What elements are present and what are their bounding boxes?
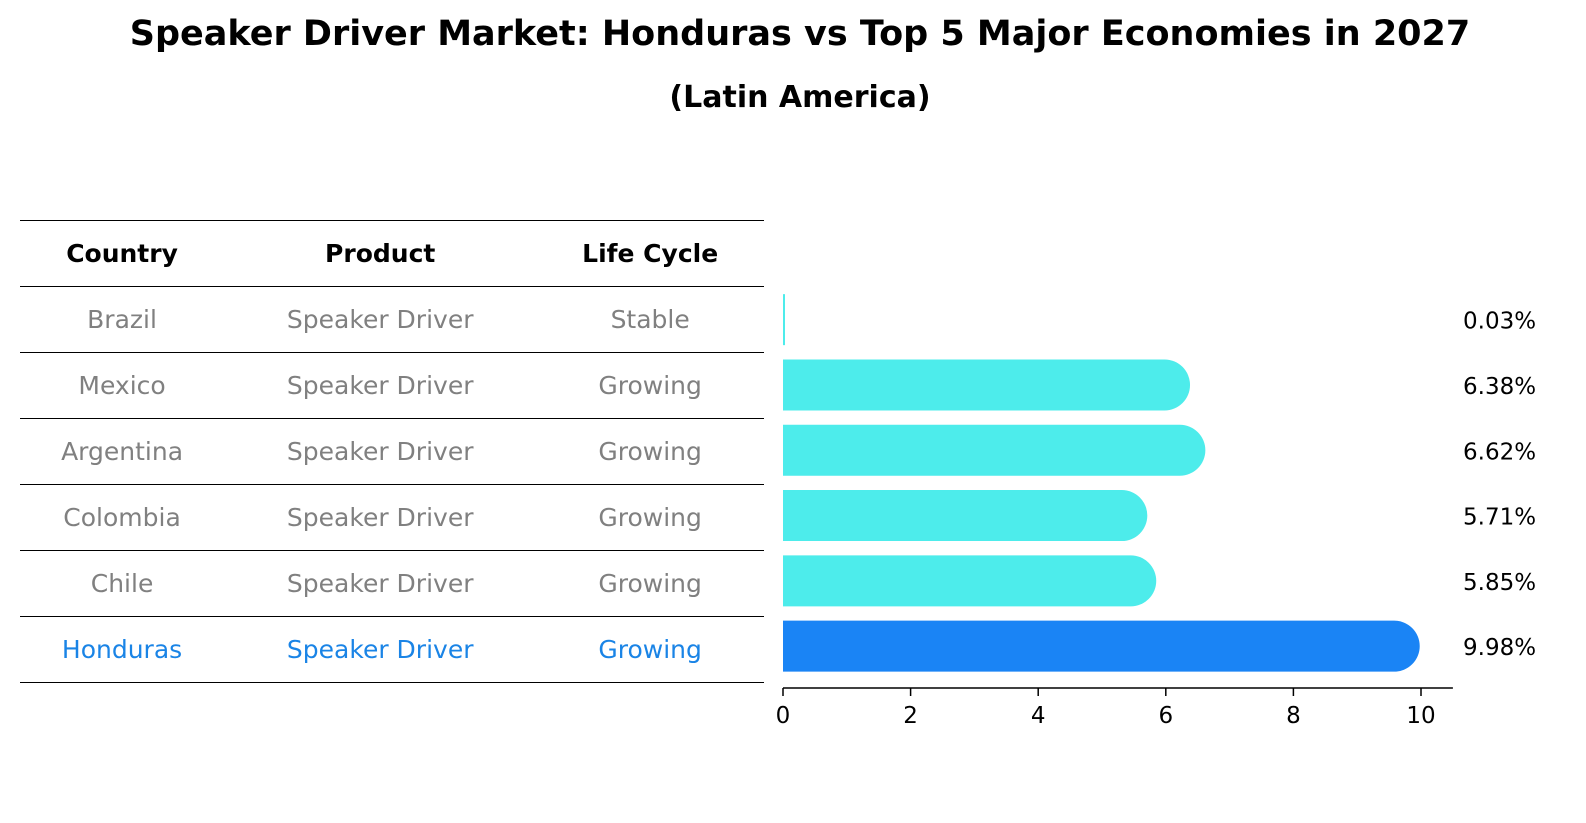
cell-country: Brazil [20,286,225,353]
chart-title: Speaker Driver Market: Honduras vs Top 5… [129,14,1471,54]
cell-life-cycle: Growing [536,418,764,485]
cell-country: Colombia [20,484,225,551]
bar-argentina [783,424,1206,476]
table-row-highlight: Honduras Speaker Driver Growing [20,616,764,683]
cell-country: Chile [20,550,225,617]
value-label: 5.85% [1463,570,1536,596]
x-tick-label: 0 [776,703,791,729]
chart-subtitle: (Latin America) [669,80,931,115]
cell-product: Speaker Driver [224,418,537,485]
table-header-row: Country Product Life Cycle [20,220,764,287]
cell-product: Speaker Driver [224,484,537,551]
value-label: 9.98% [1463,635,1536,661]
cell-life-cycle: Growing [536,550,764,617]
table-row: Argentina Speaker Driver Growing [20,418,764,485]
x-tick-label: 6 [1158,703,1173,729]
x-tick-label: 2 [903,703,918,729]
cell-country: Argentina [20,418,225,485]
cell-product: Speaker Driver [224,550,537,617]
cell-country: Honduras [20,616,225,683]
bar-mexico [783,359,1191,411]
value-label: 5.71% [1463,505,1536,531]
bar-chile [783,555,1157,607]
table-row: Colombia Speaker Driver Growing [20,484,764,551]
cell-life-cycle: Growing [536,352,764,419]
cell-product: Speaker Driver [224,352,537,419]
cell-product: Speaker Driver [224,616,537,683]
value-label: 6.38% [1463,374,1536,400]
cell-product: Speaker Driver [224,286,537,353]
x-tick-label: 4 [1031,703,1046,729]
table-row: Brazil Speaker Driver Stable [20,286,764,353]
cell-life-cycle: Growing [536,616,764,683]
x-tick-label: 8 [1286,703,1301,729]
bar-brazil [783,294,785,346]
header-life-cycle: Life Cycle [536,220,764,287]
header-product: Product [224,220,537,287]
value-label: 6.62% [1463,439,1536,465]
cell-life-cycle: Growing [536,484,764,551]
cell-life-cycle: Stable [536,286,764,353]
bar-colombia [783,490,1148,542]
table-row: Mexico Speaker Driver Growing [20,352,764,419]
header-country: Country [20,220,225,287]
x-tick-label: 10 [1406,703,1435,729]
bar-honduras [783,620,1420,672]
cell-country: Mexico [20,352,225,419]
value-label: 0.03% [1463,309,1536,335]
table-row: Chile Speaker Driver Growing [20,550,764,617]
country-table: Country Product Life Cycle Brazil Speake… [20,220,764,683]
